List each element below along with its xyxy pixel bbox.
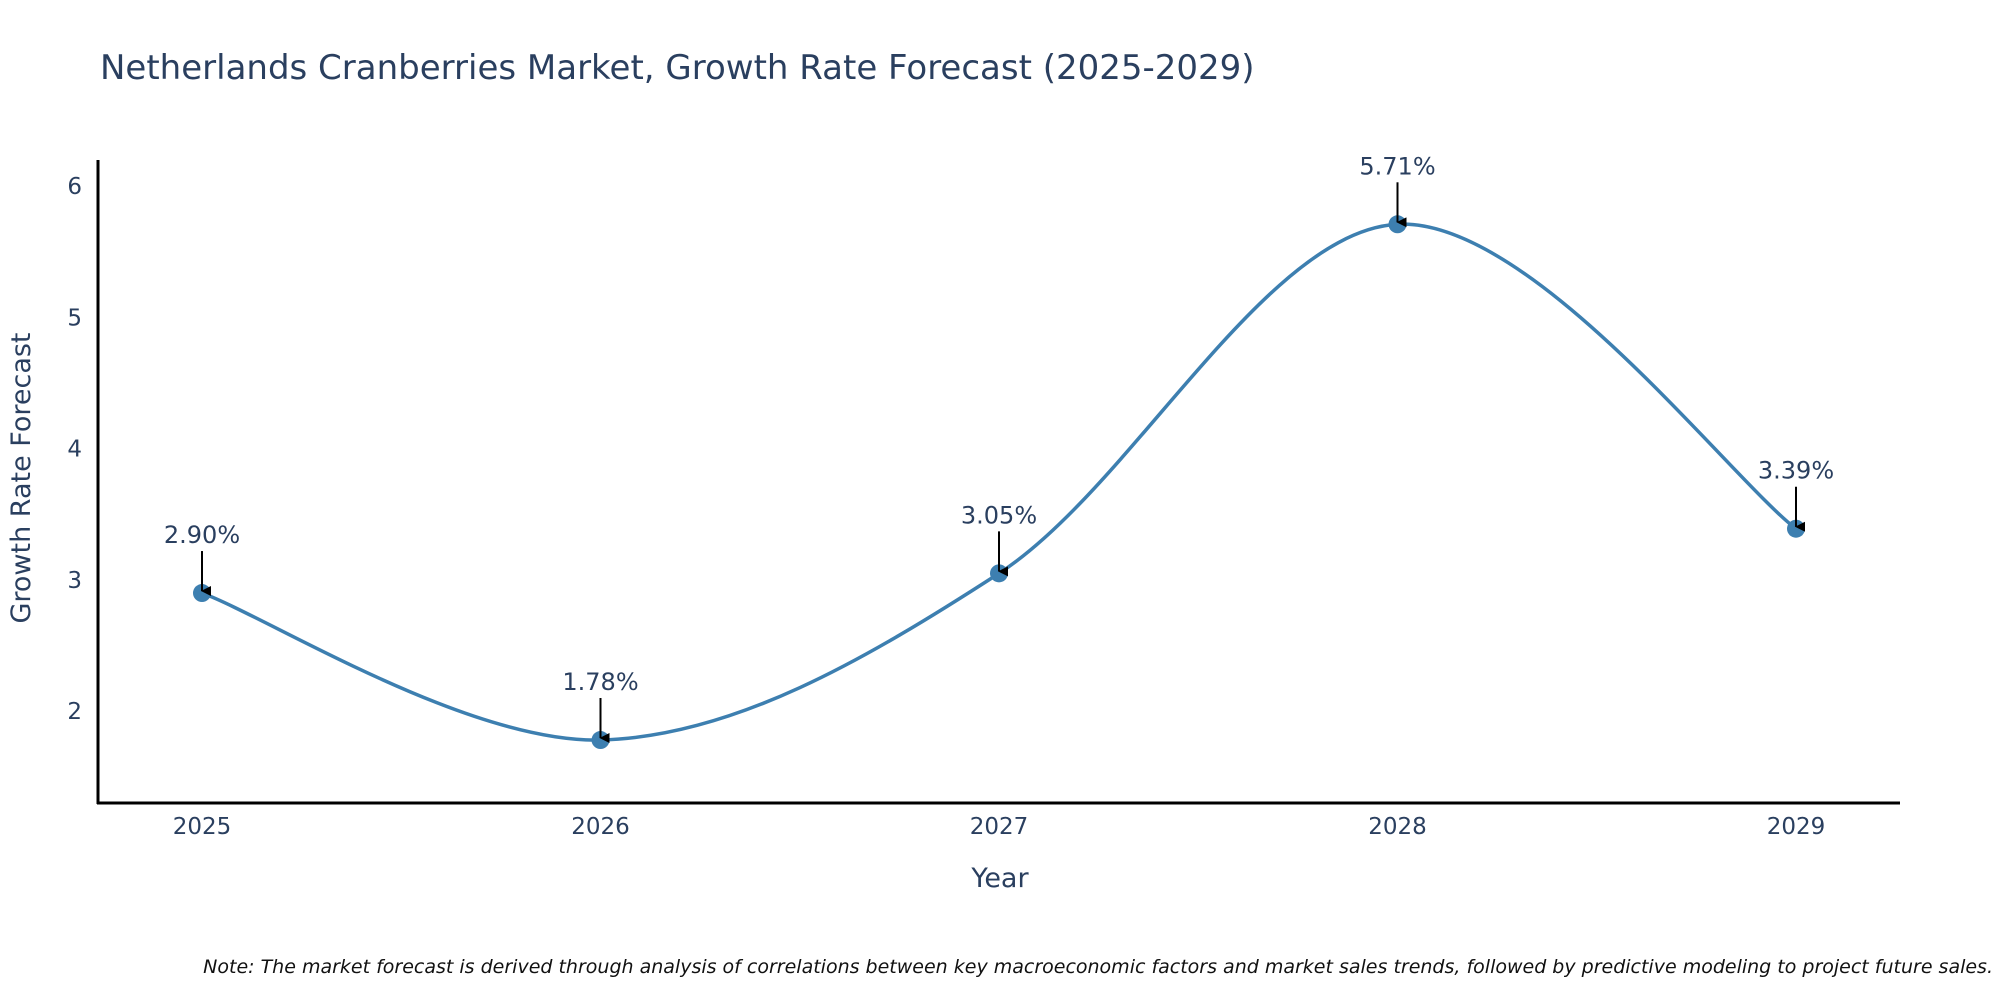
y-tick-label: 6 (67, 174, 82, 200)
x-tick-label: 2026 (571, 814, 630, 840)
y-tick-label: 5 (67, 305, 82, 331)
data-label: 2.90% (164, 521, 240, 549)
chart-note: Note: The market forecast is derived thr… (203, 956, 1993, 978)
y-tick-label: 4 (67, 437, 82, 463)
x-tick-label: 2029 (1767, 814, 1826, 840)
chart-title: Netherlands Cranberries Market, Growth R… (100, 48, 1255, 88)
y-axis-title: Growth Rate Forecast (6, 332, 37, 623)
x-tick-label: 2025 (173, 814, 232, 840)
plot-area: 2 3 4 5 6 2025 2026 2027 2028 2029 2.90% 1.78% 3.05%… (67, 152, 1900, 840)
x-tick-label: 2027 (970, 814, 1029, 840)
x-axis-title: Year (970, 863, 1029, 894)
x-tick-label: 2028 (1368, 814, 1427, 840)
data-label: 1.78% (562, 668, 638, 696)
data-label: 3.05% (961, 501, 1037, 529)
y-tick-label: 2 (67, 699, 82, 725)
data-label: 5.71% (1359, 152, 1435, 180)
series-line (201, 222, 1798, 742)
y-tick-label: 3 (67, 568, 82, 594)
data-label: 3.39% (1758, 457, 1834, 485)
